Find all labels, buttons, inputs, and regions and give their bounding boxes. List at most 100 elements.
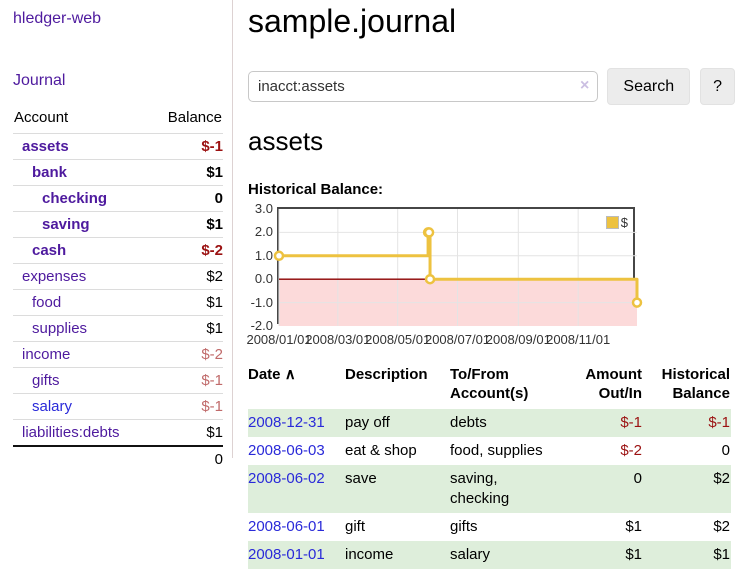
sidebar-item-journal[interactable]: Journal	[13, 72, 66, 89]
chart-plot-area: $	[273, 207, 643, 326]
transaction-date-link[interactable]: 2008-06-01	[248, 518, 325, 535]
balance-column-header: Balance	[167, 109, 222, 126]
register-accounts-cell: gifts	[450, 518, 478, 535]
account-name-cell: food	[13, 289, 151, 316]
transaction-date-link[interactable]: 2008-01-01	[248, 546, 325, 563]
account-link[interactable]: bank	[32, 164, 68, 181]
accounts-table-header: Account Balance	[13, 107, 223, 134]
register-row[interactable]: 2008-01-01 income salary $1 $1	[248, 541, 731, 569]
x-axis-tick-label: 2008/05/01	[365, 332, 431, 347]
amount-column-header: Amount Out/In	[585, 366, 642, 402]
chart-legend: $	[604, 214, 629, 231]
search-button[interactable]: Search	[607, 68, 691, 105]
register-row[interactable]: 2008-12-31 pay off debts $-1 $-1	[248, 409, 731, 437]
accounts-column-header: To/From Account(s)	[450, 366, 529, 402]
search-input[interactable]	[248, 71, 599, 102]
account-balance: $1	[150, 315, 223, 342]
transaction-date-link[interactable]: 2008-06-03	[248, 442, 325, 459]
register-rows: 2008-12-31 pay off debts $-1 $-1 2008-06-03 ea…	[248, 409, 731, 569]
account-row: assets $-1	[13, 133, 223, 160]
register-date-cell: 2008-06-02	[248, 465, 345, 513]
account-link[interactable]: saving	[42, 216, 90, 233]
account-link[interactable]: food	[32, 294, 62, 311]
description-column-header: Description	[345, 366, 428, 383]
y-axis-tick-label: 1.0	[254, 247, 273, 263]
account-name-cell: supplies	[13, 315, 151, 342]
transaction-date-link[interactable]: 2008-06-02	[248, 470, 325, 487]
register-description-cell: save	[345, 470, 377, 487]
account-name-cell: liabilities:debts	[13, 419, 151, 446]
register-amount-cell: $-2	[620, 442, 642, 459]
register-description-cell: eat & shop	[345, 442, 417, 459]
account-row: checking 0	[13, 185, 223, 212]
account-balance: $1	[150, 159, 223, 186]
account-link[interactable]: cash	[32, 242, 67, 259]
sidebar: hledger-web Journal Account Balance asse…	[0, 0, 233, 472]
account-row: expenses $2	[13, 263, 223, 290]
register-balance-cell: $2	[713, 518, 730, 535]
account-name-cell: expenses	[13, 263, 151, 290]
search-form: × Search ?	[248, 68, 735, 105]
y-axis-tick-label: 2.0	[254, 224, 273, 240]
register-table: Date ∧ Description To/From Account(s) Am…	[248, 363, 731, 569]
register-amount-cell: $-1	[620, 414, 642, 431]
register-row[interactable]: 2008-06-03 eat & shop food, supplies $-2 0	[248, 437, 731, 465]
account-link[interactable]: checking	[42, 190, 108, 207]
account-link[interactable]: income	[22, 346, 71, 363]
account-link[interactable]: liabilities:debts	[22, 424, 120, 441]
accounts-table: Account Balance assets $-1 bank $1 checking 0…	[13, 107, 223, 472]
account-balance: $-2	[150, 237, 223, 264]
account-link[interactable]: salary	[32, 398, 73, 415]
register-row[interactable]: 2008-06-01 gift gifts $1 $2	[248, 513, 731, 541]
x-axis-tick-label: 2008/07/01	[424, 332, 491, 347]
account-name-cell: income	[13, 341, 151, 368]
register-date-cell: 2008-06-01	[248, 513, 345, 541]
accounts-total-balance: 0	[150, 445, 223, 472]
clear-search-icon[interactable]: ×	[580, 77, 590, 94]
transaction-date-link[interactable]: 2008-12-31	[248, 414, 325, 431]
register-amount-cell: 0	[633, 470, 642, 487]
account-name-cell: bank	[13, 159, 151, 186]
account-link[interactable]: expenses	[22, 268, 87, 285]
chart-canvas	[273, 209, 643, 326]
register-date-cell: 2008-01-01	[248, 541, 345, 569]
account-name-cell: cash	[13, 237, 151, 264]
register-description-cell: gift	[345, 518, 366, 535]
account-name-cell: checking	[13, 185, 151, 212]
register-balance-cell: $-1	[708, 414, 730, 431]
balance-column-header: Historical Balance	[661, 366, 730, 402]
account-balance: 0	[150, 185, 223, 212]
y-axis-tick-label: 3.0	[254, 201, 273, 216]
register-row[interactable]: 2008-06-02 save saving, checking 0 $2	[248, 465, 731, 513]
date-column-header[interactable]: Date ∧	[248, 366, 296, 383]
account-row: salary $-1	[13, 393, 223, 420]
account-balance: $2	[150, 263, 223, 290]
account-name-cell: salary	[13, 393, 151, 420]
help-button[interactable]: ?	[700, 68, 735, 105]
register-accounts-cell: salary	[450, 546, 491, 563]
account-balance: $1	[150, 289, 223, 316]
account-row: supplies $1	[13, 315, 223, 342]
register-accounts-cell: food, supplies	[450, 442, 543, 459]
app-title-link[interactable]: hledger-web	[13, 10, 102, 27]
x-axis-tick-label: 2008/09/01	[485, 332, 551, 347]
account-balance: $-2	[150, 341, 223, 368]
register-description-cell: pay off	[345, 414, 390, 431]
account-link[interactable]: gifts	[32, 372, 60, 389]
historical-balance-chart: $ 3.0 2.0 1.0 0.0 -1.0 -2.0 2008/01/01 2008/03/…	[246, 202, 735, 348]
main-content: sample.journal × Search ? assets Histori…	[246, 0, 735, 569]
y-axis-tick-label: -1.0	[250, 294, 273, 310]
register-accounts-cell: saving, checking	[450, 470, 510, 507]
register-header-row: Date ∧ Description To/From Account(s) Am…	[248, 363, 731, 409]
account-row: gifts $-1	[13, 367, 223, 394]
total-spacer	[13, 445, 151, 472]
account-link[interactable]: supplies	[32, 320, 88, 337]
page-title: sample.journal	[248, 3, 457, 39]
register-balance-cell: $2	[713, 470, 730, 487]
account-row: saving $1	[13, 211, 223, 238]
account-balance: $-1	[150, 133, 223, 160]
register-accounts-cell: debts	[450, 414, 487, 431]
account-name-cell: gifts	[13, 367, 151, 394]
account-row: bank $1	[13, 159, 223, 186]
account-link[interactable]: assets	[22, 138, 69, 155]
